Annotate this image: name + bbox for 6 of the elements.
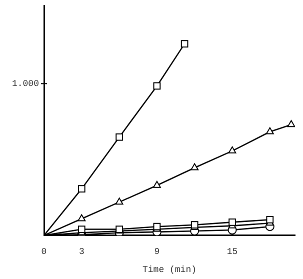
x-tick-label: 9 <box>154 247 160 258</box>
text: 1.000 <box>12 79 39 90</box>
x-tick-label: 0 <box>41 247 47 258</box>
x-tick-label: 15 <box>226 247 238 258</box>
x-tick-label: 3 <box>78 247 84 258</box>
x-axis-title: Time (min) <box>142 264 197 275</box>
